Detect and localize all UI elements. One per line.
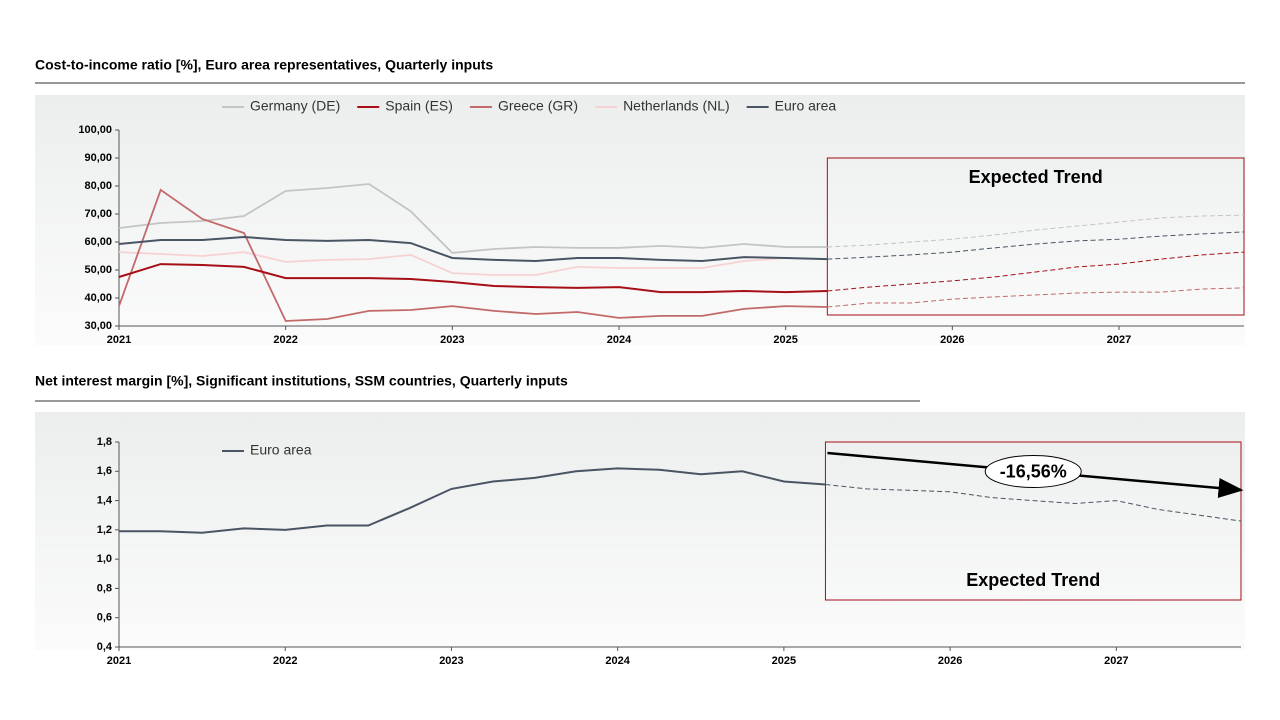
y-tick-label: 50,00 [84, 264, 112, 276]
y-tick-label: 90,00 [84, 152, 112, 164]
y-tick-label: 0,8 [97, 582, 112, 594]
trend-label: Expected Trend [966, 570, 1100, 590]
y-tick-label: 0,6 [97, 612, 112, 624]
y-tick-label: 1,4 [97, 494, 113, 506]
change-label: -16,56% [1000, 461, 1067, 481]
legend-label: Greece (GR) [498, 98, 578, 114]
series-line [118, 183, 828, 254]
x-tick-label: 2025 [772, 655, 796, 667]
y-tick-label: 100,00 [78, 124, 112, 136]
x-tick-label: 2027 [1107, 334, 1131, 346]
x-tick-label: 2027 [1104, 655, 1128, 667]
y-tick-label: 60,00 [84, 236, 112, 248]
chart-title: Cost-to-income ratio [%], Euro area repr… [35, 57, 493, 73]
y-tick-label: 0,4 [97, 641, 113, 653]
series-line [118, 251, 786, 276]
forecast-line [827, 287, 1245, 308]
y-tick-label: 80,00 [84, 180, 112, 192]
x-tick-label: 2025 [773, 334, 797, 346]
x-tick-label: 2024 [605, 655, 630, 667]
legend-label: Euro area [250, 442, 312, 458]
x-tick-label: 2023 [439, 655, 463, 667]
y-tick-label: 1,6 [97, 465, 112, 477]
x-tick-label: 2026 [940, 334, 964, 346]
forecast-line [827, 214, 1245, 248]
forecast-box [826, 157, 1245, 316]
y-tick-label: 40,00 [84, 292, 112, 304]
series-line [118, 188, 828, 322]
legend-label: Euro area [775, 98, 837, 114]
x-tick-label: 2022 [273, 334, 297, 346]
x-tick-label: 2024 [607, 334, 632, 346]
y-tick-label: 1,8 [97, 436, 112, 448]
x-tick-label: 2022 [273, 655, 297, 667]
x-tick-label: 2023 [440, 334, 464, 346]
x-tick-label: 2021 [107, 655, 131, 667]
x-tick-label: 2026 [938, 655, 962, 667]
legend-label: Germany (DE) [250, 98, 340, 114]
series-line [118, 235, 828, 263]
forecast-line [827, 231, 1245, 260]
legend-label: Spain (ES) [385, 98, 453, 114]
series-line [119, 467, 826, 534]
change-bubble [984, 455, 1082, 488]
legend-label: Netherlands (NL) [623, 98, 730, 114]
y-tick-label: 1,2 [97, 524, 112, 536]
forecast-line [825, 484, 1242, 522]
x-tick-label: 2021 [107, 334, 131, 346]
chart-title: Net interest margin [%], Significant ins… [35, 373, 568, 389]
y-tick-label: 30,00 [84, 320, 112, 332]
y-tick-label: 1,0 [97, 553, 112, 565]
plot-background [35, 95, 1245, 345]
trend-label: Expected Trend [969, 167, 1103, 187]
forecast-line [827, 251, 1245, 292]
y-tick-label: 70,00 [84, 208, 112, 220]
series-line [118, 263, 828, 294]
